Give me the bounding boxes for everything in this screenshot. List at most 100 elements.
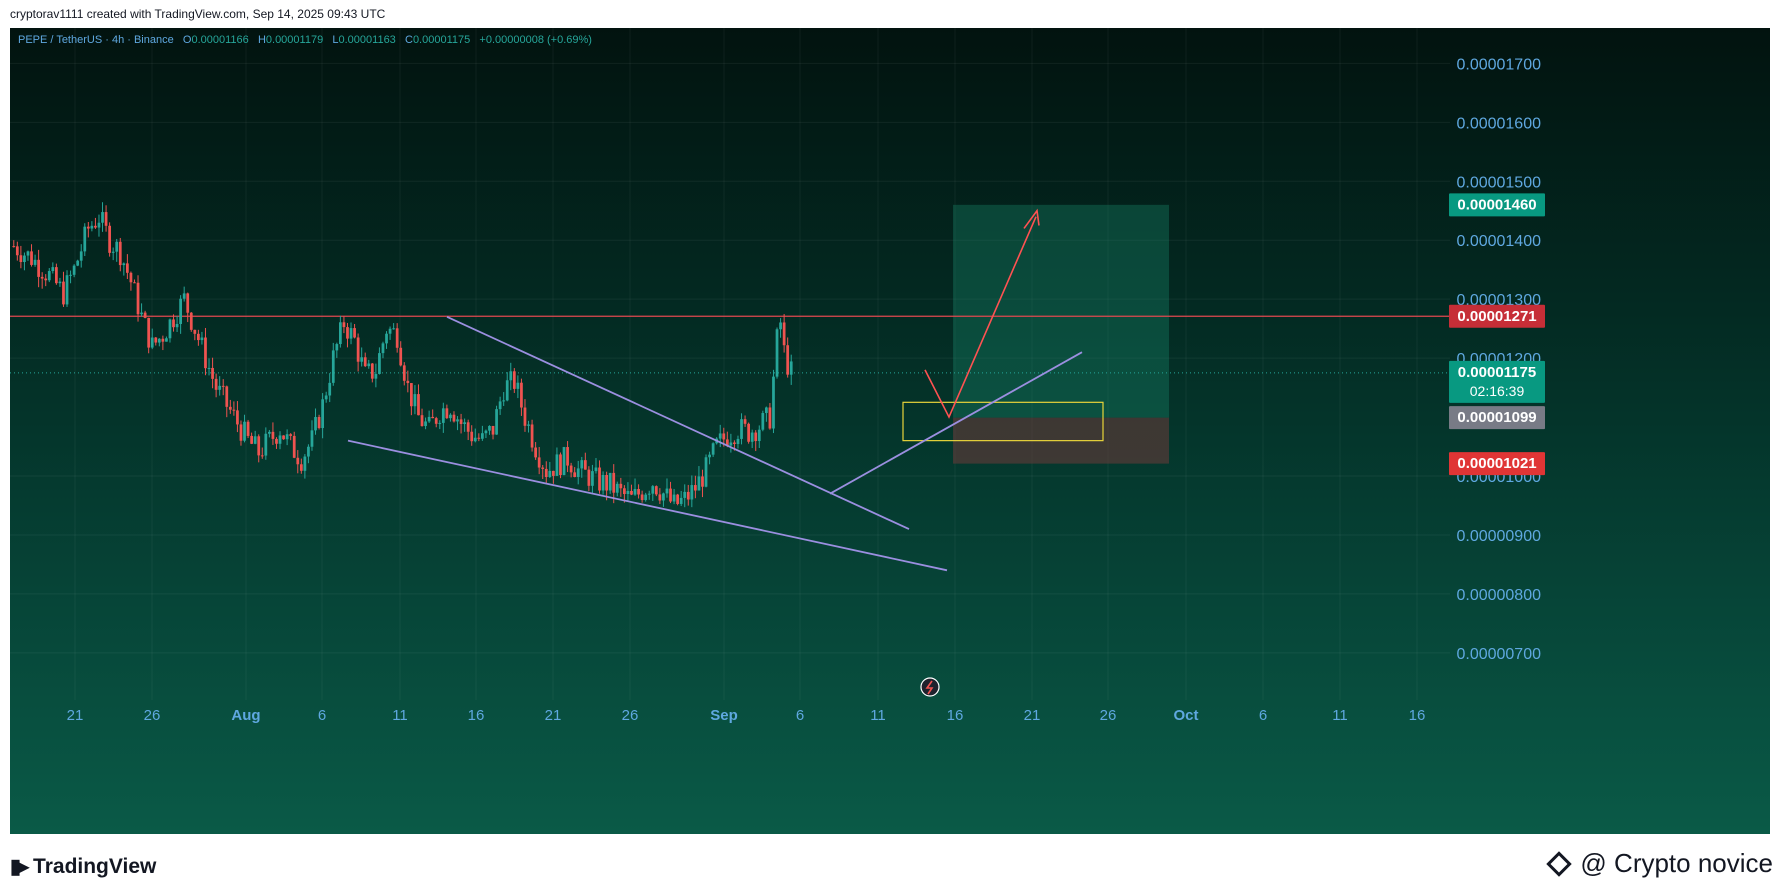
candle-body [701,476,704,487]
candle-body [697,476,701,491]
candle-body [317,417,321,429]
x-tick-label: 11 [870,707,886,724]
candle-body [47,271,51,281]
candle-body [200,337,204,341]
candle-body [207,367,211,369]
candle-body [76,260,80,266]
candle-body [58,281,62,284]
candle-body [385,333,388,344]
candle-body [669,488,672,502]
y-tick-label: 0.00001600 [1456,115,1541,132]
candle-body [743,419,747,424]
candle-body [765,407,768,414]
candle-body [569,465,573,473]
candle-body [86,226,90,229]
price-label-box[interactable] [1449,360,1545,403]
wedge-lower-line[interactable] [347,439,948,572]
entry-box[interactable] [902,401,1104,442]
candle-body [83,226,87,252]
price-label-box[interactable] [1449,406,1545,430]
candle-body [129,272,133,283]
close-value: 0.00001175 [412,34,471,46]
candle-body [328,382,332,396]
candle-body [115,241,119,252]
candle-body [637,489,640,495]
candle-body [360,357,364,362]
price-label-box[interactable] [1449,452,1545,476]
wedge-upper-line[interactable] [446,316,910,530]
candle-body [587,469,591,486]
y-tick-label: 0.00001400 [1456,233,1541,250]
candle-body [473,437,477,442]
candle-body [711,443,715,455]
candle-body [353,328,356,338]
take-profit-zone[interactable] [953,204,1169,418]
candle-body [736,438,740,444]
price-chart[interactable]: 0.00001700 0.00001600 0.00001500 0.00001400… [10,28,1770,834]
candle-body [197,333,200,341]
candle-body [626,490,630,495]
candle-body [772,376,775,429]
candle-body [250,435,253,444]
candle-body [363,357,367,367]
candle-body [367,363,371,367]
candle-body [630,490,633,495]
price-label-box[interactable] [1449,304,1545,328]
candle-body [640,494,644,501]
chart-area[interactable]: PEPE / TetherUS · 4h · Binance O0.000011… [10,28,1770,834]
candle-body [757,429,761,442]
candle-body [182,293,186,299]
breakout-trendline[interactable] [829,351,1083,495]
candle-body [541,467,545,469]
candle-body [527,424,530,426]
x-tick-label: 6 [796,707,804,724]
candle-body [292,435,296,458]
author-watermark: @ Crypto novice [1546,848,1773,879]
candle-body [580,460,584,469]
candle-body [725,439,729,446]
event-flash-icon[interactable] [920,677,940,697]
y-tick-label: 0.00000700 [1456,646,1541,663]
price-label-text: 0.00001175 [1458,364,1536,381]
candle-body [342,322,346,328]
candle-body [544,468,548,478]
low-value: 0.00001163 [338,34,396,46]
candle-body [118,241,122,266]
candle-body [19,255,23,263]
candle-body [324,395,328,400]
x-tick-label: 6 [1259,707,1267,724]
candle-body [246,421,250,436]
projection-arrow[interactable] [924,216,1037,419]
candle-body [438,422,442,424]
candle-body [633,489,637,495]
candle-body [441,408,445,423]
candle-body [779,322,782,330]
price-label-text: 0.00001021 [1457,455,1536,472]
candle-body [452,414,456,422]
candle-body [122,263,126,266]
candle-body [683,491,687,498]
candle-body [608,472,612,491]
candle-body [30,251,33,265]
candle-body [218,385,222,390]
candle-body [211,367,214,379]
candle-body [619,483,623,489]
y-tick-label: 0.00001700 [1456,56,1541,73]
candle-body [647,493,651,495]
candle-body [186,293,190,313]
candle-body [566,447,569,466]
x-tick-label: 21 [545,707,562,724]
candle-body [750,432,754,442]
tradingview-logo[interactable]: ▮▸ TradingView [10,854,156,879]
candle-body [537,457,541,468]
candle-body [392,328,395,330]
candle-body [303,456,307,471]
price-label-box[interactable] [1449,193,1545,217]
close-label: C [404,34,413,46]
candle-body [456,419,459,422]
projection-arrowhead [1023,208,1040,229]
candle-body [654,486,658,495]
candle-body [502,400,506,402]
candle-body [299,464,303,471]
candle-body [481,433,484,439]
